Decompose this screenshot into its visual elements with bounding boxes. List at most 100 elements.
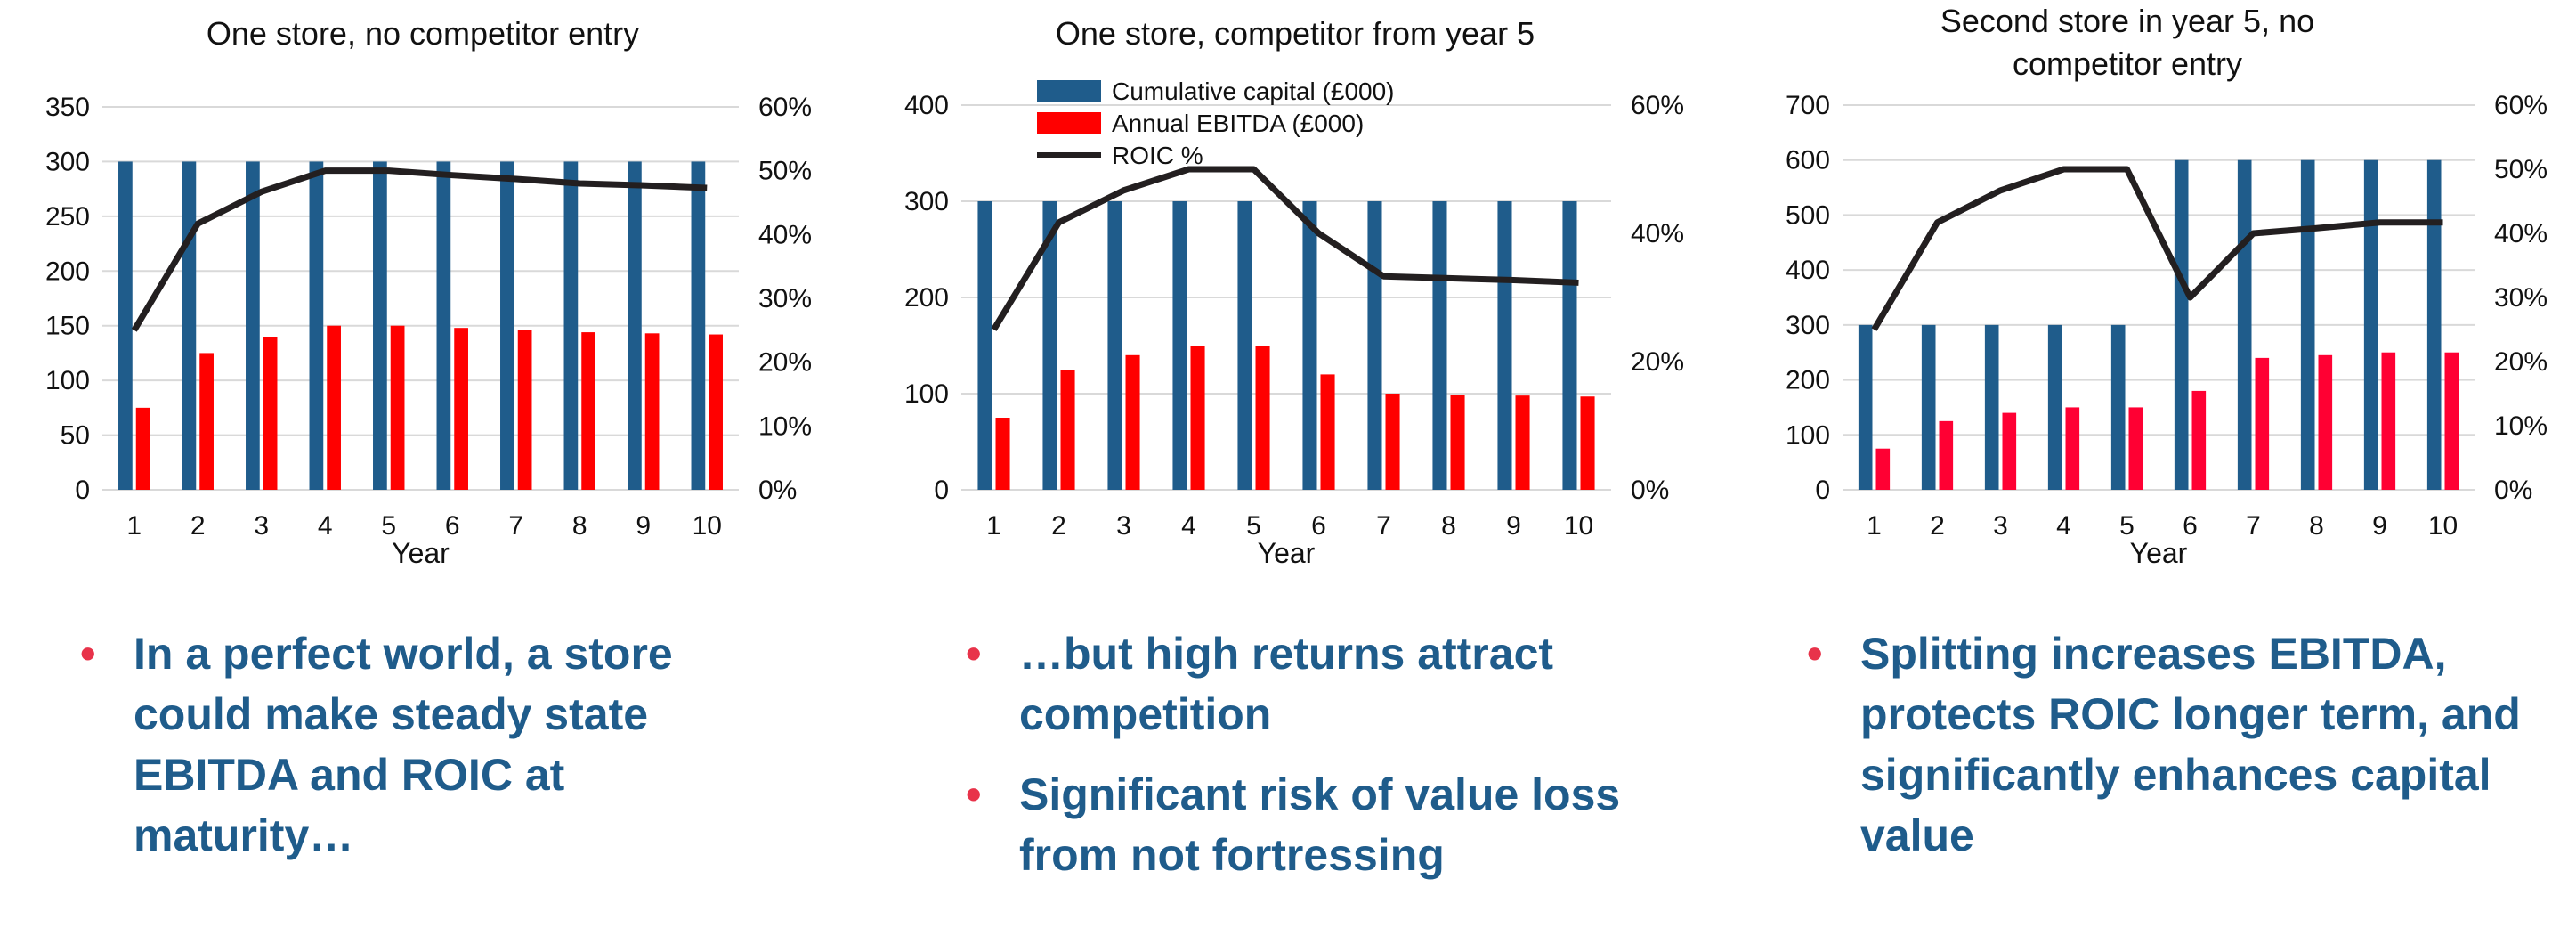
ebitda-bar: [454, 328, 468, 490]
y-tick-label: 100: [1786, 420, 1830, 450]
x-tick-label: 6: [1311, 511, 1326, 541]
chart-panel-2: One store, competitor from year 5 0 100 20…: [863, 0, 1727, 606]
capital-bar: [436, 161, 451, 490]
chart-title: One store, competitor from year 5: [1055, 15, 1535, 52]
x-tick-label: 9: [2372, 511, 2387, 541]
capital-bar: [691, 161, 706, 490]
bullet-dot: •: [966, 629, 982, 679]
capital-bar: [977, 201, 992, 490]
y2-tick-label: 60%: [758, 93, 812, 122]
ebitda-bar: [199, 353, 214, 490]
capital-bar: [1497, 201, 1512, 490]
ebitda-bar: [2381, 352, 2396, 490]
bullet-item: • …but high returns attract competition: [966, 623, 1678, 745]
x-tick-label: 2: [190, 511, 206, 541]
ebitda-bar: [263, 337, 278, 490]
ebitda-bar: [1875, 448, 1891, 490]
x-tick-label: 4: [318, 511, 333, 541]
x-tick-label: 5: [381, 511, 396, 541]
legend-label: Annual EBITDA (£000): [1112, 110, 1364, 137]
y-tick-label: 0: [934, 476, 949, 505]
y-tick-label: 300: [904, 187, 949, 216]
capital-bar: [1432, 201, 1447, 490]
capital-bar: [500, 161, 514, 490]
capital-bar: [1107, 201, 1122, 490]
capital-bar: [118, 161, 133, 490]
capital-bar: [2047, 324, 2062, 490]
legend-label: ROIC %: [1112, 142, 1203, 169]
y2-tick-label: 10%: [2494, 411, 2548, 441]
x-tick-label: 6: [2183, 511, 2198, 541]
capital-bar: [1302, 201, 1317, 490]
ebitda-bar: [2255, 357, 2270, 490]
capital-bar: [2426, 159, 2442, 490]
capital-bar: [2174, 159, 2189, 490]
roic-line: [991, 166, 1579, 331]
ebitda-bar: [1060, 370, 1075, 490]
y2-tick-label: 20%: [758, 348, 812, 378]
ebitda-bar: [581, 332, 595, 490]
ebitda-bar: [2444, 352, 2459, 490]
capital-bar: [1921, 324, 1936, 490]
y-tick-label: 150: [45, 312, 90, 341]
ebitda-bar: [135, 407, 150, 490]
x-tick-label: 10: [2428, 511, 2458, 541]
bullet-list-right: • Splitting increases EBITDA, protects RO…: [1807, 623, 2537, 885]
x-tick-label: 5: [2119, 511, 2135, 541]
x-tick-label: 3: [254, 511, 269, 541]
bullet-list-middle: • …but high returns attract competition •…: [966, 623, 1678, 905]
y2-tick-label: 0%: [758, 476, 797, 505]
ebitda-bar: [2318, 354, 2333, 490]
x-axis-label: Year: [1258, 537, 1316, 569]
chart-svg: 0 50 100 150 200 250 300 350 0% 10% 20% 30% 40% 50% 60…: [45, 93, 812, 569]
y-tick-label: 400: [904, 91, 949, 120]
bullet-text: In a perfect world, a store could make s…: [134, 629, 673, 860]
y2-tick-label: 40%: [1631, 219, 1684, 248]
y-tick-label: 200: [1786, 366, 1830, 395]
capital-bar: [1172, 201, 1187, 490]
x-tick-label: 2: [1930, 511, 1945, 541]
chart-title: One store, no competitor entry: [206, 15, 640, 52]
y2-tick-label: 50%: [2494, 155, 2548, 184]
x-tick-label: 3: [1993, 511, 2008, 541]
ebitda-bar: [1450, 395, 1465, 490]
roic-line: [131, 167, 708, 332]
x-tick-label: 6: [445, 511, 460, 541]
y-tick-label: 700: [1786, 91, 1830, 120]
y2-tick-label: 10%: [758, 411, 812, 441]
x-tick-label: 9: [636, 511, 651, 541]
y2-tick-label: 20%: [1631, 347, 1684, 377]
ebitda-bar: [995, 418, 1010, 490]
chart-panel-3: Second store in year 5, no competitor en…: [1745, 0, 2576, 606]
roic-line: [1871, 166, 2443, 331]
chart-title: Second store in year 5, no competitor en…: [1940, 3, 2315, 82]
capital-bar: [182, 161, 197, 490]
legend-label: Cumulative capital (£000): [1112, 77, 1395, 105]
x-tick-label: 4: [2056, 511, 2071, 541]
capital-bar: [563, 161, 579, 490]
capital-bar: [1367, 201, 1382, 490]
capital-bar: [1562, 201, 1577, 490]
ebitda-bar: [2128, 407, 2143, 490]
x-tick-label: 7: [1376, 511, 1391, 541]
y2-tick-label: 30%: [758, 284, 812, 313]
x-tick-label: 8: [572, 511, 587, 541]
chart-svg: 0 100 200 300 400 0% 20% 40% 60% 1 2 3 4 5 6 7 8 9 10 Year C…: [904, 77, 1684, 569]
y2-tick-label: 40%: [758, 220, 812, 249]
y2-tick-label: 0%: [2494, 476, 2532, 505]
bullet-item: • In a perfect world, a store could make …: [80, 623, 792, 866]
x-tick-label: 3: [1116, 511, 1131, 541]
bullet-item: • Splitting increases EBITDA, protects RO…: [1807, 623, 2537, 866]
capital-bar: [2237, 159, 2252, 490]
y-tick-label: 500: [1786, 200, 1830, 230]
x-tick-label: 1: [986, 511, 1001, 541]
x-tick-label: 10: [693, 511, 722, 541]
y-tick-label: 300: [45, 147, 90, 176]
y-tick-label: 100: [45, 366, 90, 395]
capital-bar: [1858, 324, 1873, 490]
y2-tick-label: 60%: [1631, 91, 1684, 120]
capital-bar: [2110, 324, 2126, 490]
x-tick-label: 2: [1051, 511, 1066, 541]
chart-panel-1: One store, no competitor entry 0 50 100 150…: [0, 0, 846, 606]
capital-bar: [2300, 159, 2315, 490]
